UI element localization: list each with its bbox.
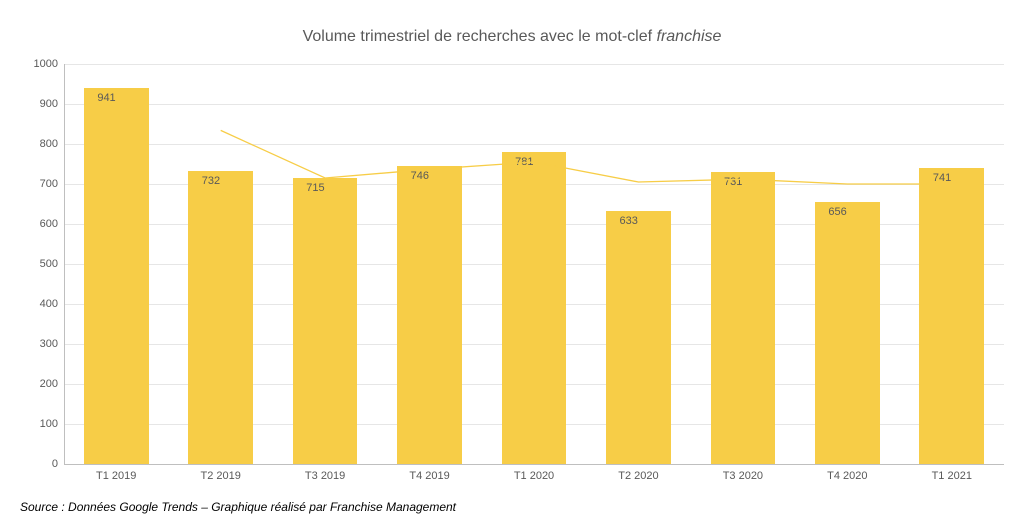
bar-value-label: 633 bbox=[620, 215, 638, 227]
bar bbox=[293, 178, 358, 464]
x-tick-label: T4 2020 bbox=[827, 470, 867, 482]
y-tick-label: 600 bbox=[18, 218, 58, 230]
bar bbox=[397, 166, 462, 464]
x-tick-label: T3 2019 bbox=[305, 470, 345, 482]
bar-value-label: 715 bbox=[306, 182, 324, 194]
chart-title-keyword: franchise bbox=[657, 28, 722, 45]
y-tick-label: 500 bbox=[18, 258, 58, 270]
bar bbox=[84, 88, 149, 464]
bar-value-label: 746 bbox=[411, 170, 429, 182]
bar bbox=[188, 171, 253, 464]
y-tick-label: 100 bbox=[18, 418, 58, 430]
y-tick-label: 300 bbox=[18, 338, 58, 350]
gridline bbox=[64, 144, 1004, 145]
bar bbox=[711, 172, 776, 464]
chart-title-prefix: Volume trimestriel de recherches avec le… bbox=[303, 28, 657, 45]
y-tick-label: 200 bbox=[18, 378, 58, 390]
y-tick-label: 0 bbox=[18, 458, 58, 470]
bar bbox=[919, 168, 984, 464]
bar bbox=[606, 211, 671, 464]
bar-value-label: 656 bbox=[828, 206, 846, 218]
gridline bbox=[64, 64, 1004, 65]
x-tick-label: T3 2020 bbox=[723, 470, 763, 482]
gridline bbox=[64, 464, 1004, 465]
chart-container: Volume trimestriel de recherches avec le… bbox=[0, 0, 1024, 522]
y-tick-label: 700 bbox=[18, 178, 58, 190]
bar-value-label: 732 bbox=[202, 175, 220, 187]
y-tick-label: 400 bbox=[18, 298, 58, 310]
y-tick-label: 800 bbox=[18, 138, 58, 150]
x-tick-label: T1 2021 bbox=[932, 470, 972, 482]
gridline bbox=[64, 104, 1004, 105]
bar bbox=[815, 202, 880, 464]
x-tick-label: T1 2019 bbox=[96, 470, 136, 482]
x-tick-label: T4 2019 bbox=[409, 470, 449, 482]
source-note: Source : Données Google Trends – Graphiq… bbox=[20, 500, 456, 514]
bar-value-label: 741 bbox=[933, 172, 951, 184]
bar bbox=[502, 152, 567, 464]
x-tick-label: T2 2020 bbox=[618, 470, 658, 482]
y-axis-line bbox=[64, 64, 65, 464]
x-tick-label: T2 2019 bbox=[200, 470, 240, 482]
y-tick-label: 1000 bbox=[18, 58, 58, 70]
bar-value-label: 941 bbox=[97, 92, 115, 104]
y-tick-label: 900 bbox=[18, 98, 58, 110]
plot-area: 01002003004005006007008009001000941T1 20… bbox=[64, 64, 1004, 464]
chart-title: Volume trimestriel de recherches avec le… bbox=[0, 28, 1024, 46]
bar-value-label: 731 bbox=[724, 176, 742, 188]
bar-value-label: 781 bbox=[515, 156, 533, 168]
x-tick-label: T1 2020 bbox=[514, 470, 554, 482]
